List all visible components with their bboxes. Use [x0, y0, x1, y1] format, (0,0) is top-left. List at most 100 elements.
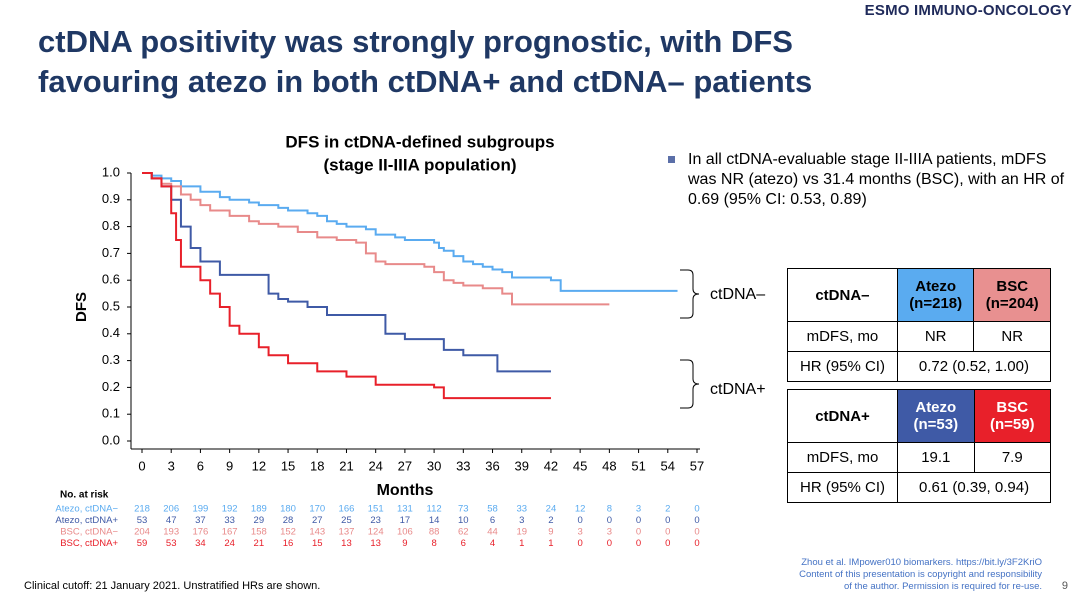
x-tick-label: 3	[168, 458, 175, 473]
y-tick-label: 0.4	[102, 325, 120, 340]
x-tick-label: 30	[427, 458, 441, 473]
header-text: BSC	[996, 399, 1029, 416]
y-tick-label: 0.0	[102, 432, 120, 447]
x-tick-label: 54	[661, 458, 675, 473]
y-tick-label: 1.0	[102, 164, 120, 179]
annotation: ctDNA+	[710, 381, 766, 398]
table-cell: NR	[973, 321, 1051, 352]
risk-count: 14	[429, 515, 440, 526]
summary-table: ctDNA+ Atezo (n=53) BSC (n=59) mDFS, mo 19.1 7.…	[786, 389, 1052, 503]
risk-count: 106	[397, 527, 413, 538]
table-header-row: ctDNA+ Atezo (n=53) BSC (n=59)	[786, 389, 1052, 443]
x-tick-label: 15	[281, 458, 295, 473]
title-line: favouring atezo in both ctDNA+ and ctDNA…	[38, 64, 813, 99]
risk-count: 0	[578, 515, 583, 526]
risk-count: 189	[251, 504, 267, 515]
table-cell: HR (95% CI)	[786, 472, 899, 503]
x-tick-label: 45	[573, 458, 587, 473]
bracket	[680, 269, 700, 319]
citation-line: Content of this presentation is copyrigh…	[799, 569, 1042, 580]
risk-count: 131	[397, 504, 413, 515]
risk-count: 167	[222, 527, 238, 538]
risk-count: 0	[694, 515, 699, 526]
header-text: (n=204)	[985, 295, 1039, 312]
x-tick-label: 57	[690, 458, 704, 473]
bracket	[680, 359, 700, 409]
table-cell: HR (95% CI)	[787, 351, 898, 382]
risk-count: 8	[607, 504, 612, 515]
x-tick-label: 27	[398, 458, 412, 473]
x-tick-label: 42	[544, 458, 558, 473]
risk-count: 170	[309, 504, 325, 515]
table-header-row: ctDNA– Atezo (n=218) BSC (n=204)	[787, 268, 1051, 322]
title-line: ctDNA positivity was strongly prognostic…	[38, 24, 793, 59]
risk-count: 24	[224, 538, 235, 549]
risk-count: 53	[166, 538, 177, 549]
risk-count: 10	[458, 515, 469, 526]
y-tick-label: 0.8	[102, 218, 120, 233]
x-tick-label: 6	[197, 458, 204, 473]
risk-count: 47	[166, 515, 177, 526]
table-cell: 0.61 (0.39, 0.94)	[897, 472, 1051, 503]
risk-count: 152	[280, 527, 296, 538]
y-axis-label: DFS	[73, 292, 90, 322]
risk-count: 3	[636, 504, 641, 515]
chart-title: (stage II-IIIA population)	[324, 155, 517, 174]
risk-row-label: BSC, ctDNA+	[60, 538, 118, 549]
header-cell: ctDNA–	[787, 268, 898, 322]
x-tick-label: 12	[252, 458, 266, 473]
x-tick-label: 21	[339, 458, 353, 473]
annotation: ctDNA–	[710, 286, 765, 303]
risk-count: 19	[516, 527, 527, 538]
header-text: Atezo	[915, 278, 957, 295]
risk-count: 3	[519, 515, 524, 526]
risk-row-label: BSC, ctDNA−	[60, 527, 118, 538]
x-tick-label: 0	[138, 458, 145, 473]
risk-count: 24	[546, 504, 557, 515]
risk-count: 0	[607, 538, 612, 549]
chart-title: DFS in ctDNA-defined subgroups	[285, 132, 554, 151]
x-tick-label: 39	[515, 458, 529, 473]
y-tick-label: 0.1	[102, 406, 120, 421]
risk-count: 3	[607, 527, 612, 538]
risk-count: 17	[400, 515, 411, 526]
risk-count: 59	[137, 538, 148, 549]
logo: ESMO IMMUNO-ONCOLOGY	[864, 2, 1072, 19]
header-cell: ctDNA+	[786, 389, 899, 443]
y-tick-label: 0.3	[102, 352, 120, 367]
risk-count: 218	[134, 504, 150, 515]
header-cell: Atezo (n=53)	[897, 389, 975, 443]
km-curve	[142, 172, 610, 306]
x-tick-label: 51	[631, 458, 645, 473]
risk-count: 3	[578, 527, 583, 538]
risk-row-label: Atezo, ctDNA+	[55, 515, 118, 526]
risk-count: 0	[665, 515, 670, 526]
bullet-marker	[668, 156, 675, 163]
risk-count: 28	[283, 515, 294, 526]
page-number: 9	[1061, 580, 1068, 592]
risk-count: 2	[548, 515, 553, 526]
risk-count: 88	[429, 527, 440, 538]
risk-count: 112	[427, 504, 442, 515]
header-cell: BSC (n=204)	[973, 268, 1051, 322]
table-cell: 19.1	[897, 442, 975, 473]
risk-count: 21	[254, 538, 265, 549]
table-row: mDFS, mo NR NR	[787, 321, 1051, 352]
y-tick-label: 0.9	[102, 191, 120, 206]
risk-count: 8	[431, 538, 436, 549]
x-tick-label: 18	[310, 458, 324, 473]
risk-count: 23	[370, 515, 381, 526]
citation-line: Zhou et al. IMpower010 biomarkers. https…	[801, 557, 1042, 568]
risk-count: 33	[516, 504, 527, 515]
risk-count: 6	[461, 538, 466, 549]
risk-count: 29	[254, 515, 265, 526]
risk-count: 73	[458, 504, 469, 515]
risk-count: 0	[694, 538, 699, 549]
risk-count: 137	[339, 527, 355, 538]
risk-count: 15	[312, 538, 323, 549]
risk-row-label: Atezo, ctDNA−	[55, 504, 118, 515]
y-tick-label: 0.7	[102, 245, 120, 260]
risk-count: 206	[163, 504, 179, 515]
